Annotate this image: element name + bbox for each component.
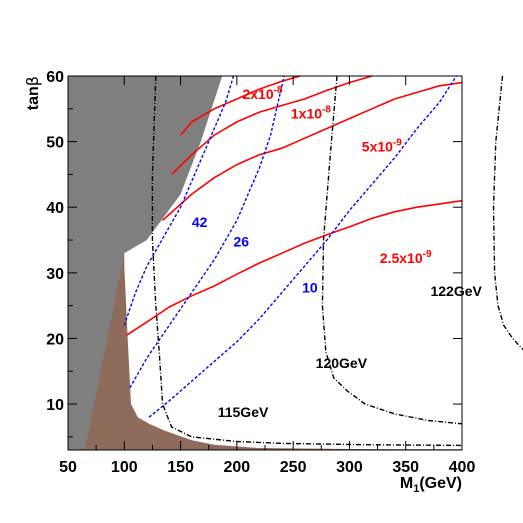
curve-2-5x10 bbox=[126, 199, 463, 336]
y-tick-label: 30 bbox=[46, 266, 64, 283]
curve-26 bbox=[129, 75, 285, 389]
label-10: 10 bbox=[302, 280, 318, 296]
x-tick-label: 200 bbox=[224, 459, 251, 476]
curve-2x10 bbox=[179, 75, 301, 136]
excluded-regions bbox=[68, 76, 463, 450]
label-42: 42 bbox=[192, 214, 208, 230]
curve-115gev bbox=[151, 75, 463, 447]
x-tick-label: 150 bbox=[167, 459, 194, 476]
label-1x10: 1x10-8 bbox=[291, 105, 331, 122]
label-5x10: 5x10-9 bbox=[362, 137, 402, 154]
region-excluded-gray bbox=[68, 76, 223, 450]
label-115gev: 115GeV bbox=[218, 404, 269, 420]
x-tick-label: 250 bbox=[280, 459, 307, 476]
x-tick-label: 350 bbox=[392, 459, 419, 476]
x-tick-label: 300 bbox=[336, 459, 363, 476]
label-2-5x10: 2.5x10-9 bbox=[380, 249, 432, 266]
y-tick-label: 50 bbox=[46, 135, 64, 152]
y-tick-label: 10 bbox=[46, 397, 64, 414]
label-2x10: 2x10-8 bbox=[242, 85, 282, 102]
y-axis-title: tanβ bbox=[23, 76, 42, 110]
curve-42 bbox=[123, 75, 235, 326]
y-tick-label: 40 bbox=[46, 200, 64, 217]
x-tick-label: 50 bbox=[59, 459, 77, 476]
curve-1x10 bbox=[171, 75, 373, 175]
curve-10 bbox=[148, 75, 457, 418]
curve-120gev bbox=[321, 75, 463, 425]
contour-labels: 2x10-8 1x10-8 5x10-9 2.5x10-9 42 26 10 122GeV 12… bbox=[192, 85, 483, 420]
label-26: 26 bbox=[233, 234, 249, 250]
contour-curves bbox=[123, 75, 523, 447]
curve-122gev bbox=[492, 75, 523, 351]
y-tick-label: 20 bbox=[46, 331, 64, 348]
y-tick-label: 60 bbox=[46, 69, 64, 86]
x-axis-title: M1(GeV) bbox=[400, 475, 462, 495]
curve-5x10 bbox=[162, 81, 463, 221]
axis-ticks: 50 100 150 200 250 300 350 400 10 20 30 40 50 60 bbox=[46, 69, 475, 476]
x-tick-label: 100 bbox=[111, 459, 138, 476]
region-excluded-brown bbox=[84, 253, 463, 450]
x-tick-label: 400 bbox=[449, 459, 476, 476]
label-120gev: 120GeV bbox=[316, 355, 368, 371]
axis-titles: M1(GeV) tanβ bbox=[23, 76, 462, 495]
label-122gev: 122GeV bbox=[430, 283, 482, 299]
